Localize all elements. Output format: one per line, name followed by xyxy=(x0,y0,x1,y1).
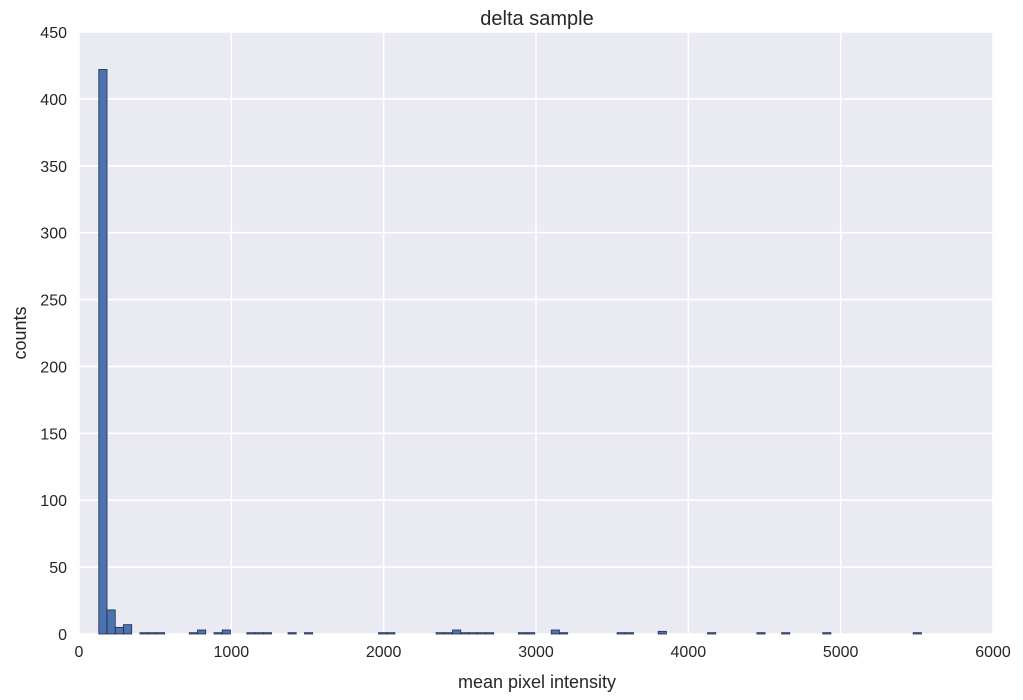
x-tick-label: 1000 xyxy=(214,644,250,661)
histogram-bar xyxy=(139,632,149,635)
y-tick-label: 400 xyxy=(40,92,67,109)
histogram-bar xyxy=(287,632,297,635)
y-tick-label: 200 xyxy=(40,359,67,376)
histogram-bar xyxy=(304,632,314,635)
histogram-bar xyxy=(114,626,124,635)
histogram-bar xyxy=(386,632,396,635)
histogram-bar xyxy=(98,69,108,635)
y-tick-label: 450 xyxy=(40,25,67,42)
x-tick-label: 5000 xyxy=(823,644,859,661)
x-tick-label: 3000 xyxy=(518,644,554,661)
y-tick-label: 300 xyxy=(40,226,67,243)
histogram-bar xyxy=(616,632,626,635)
y-tick-label: 100 xyxy=(40,493,67,510)
histogram-bar xyxy=(147,632,157,635)
histogram-bar xyxy=(485,632,495,635)
x-axis-label: mean pixel intensity xyxy=(458,672,616,692)
y-tick-label: 150 xyxy=(40,426,67,443)
x-tick-label: 0 xyxy=(75,644,84,661)
histogram-bar xyxy=(550,629,560,635)
histogram-bar xyxy=(221,629,231,635)
histogram-bar xyxy=(452,629,462,635)
histogram-bar xyxy=(188,632,198,635)
x-axis-ticks: 0 1000 2000 3000 4000 5000 6000 xyxy=(75,644,1011,661)
histogram-bar xyxy=(254,632,264,635)
histogram-bar xyxy=(213,632,223,635)
histogram-bar xyxy=(246,632,256,635)
histogram-bar xyxy=(756,632,766,635)
y-tick-label: 350 xyxy=(40,159,67,176)
histogram-bar xyxy=(123,624,133,635)
histogram-bar xyxy=(197,629,207,635)
histogram-bar xyxy=(822,632,832,635)
histogram-bar xyxy=(378,632,388,635)
histogram-bar xyxy=(526,632,536,635)
histogram-bar xyxy=(517,632,527,635)
histogram-bars xyxy=(98,69,922,635)
y-tick-label: 50 xyxy=(49,560,67,577)
histogram-bar xyxy=(624,632,634,635)
histogram-bar xyxy=(155,632,166,635)
histogram-bar xyxy=(262,632,272,635)
x-tick-label: 2000 xyxy=(366,644,402,661)
histogram-bar xyxy=(443,632,453,635)
gridlines xyxy=(78,31,994,635)
chart-title: delta sample xyxy=(480,8,593,30)
histogram-bar xyxy=(657,630,667,635)
histogram-bar xyxy=(468,632,478,635)
histogram-bar xyxy=(460,632,470,635)
histogram-bar xyxy=(106,609,116,635)
x-tick-label: 4000 xyxy=(671,644,707,661)
histogram-bar xyxy=(781,632,791,635)
histogram-bar xyxy=(559,632,569,635)
y-axis-ticks: 0 50 100 150 200 250 300 350 400 450 xyxy=(40,25,67,644)
x-tick-label: 6000 xyxy=(975,644,1011,661)
y-axis-label: counts xyxy=(10,306,30,359)
y-tick-label: 250 xyxy=(40,293,67,310)
y-tick-label: 0 xyxy=(58,627,67,644)
histogram-bar xyxy=(476,632,486,635)
histogram-bar xyxy=(707,632,717,635)
histogram-bar xyxy=(912,632,922,635)
histogram-bar xyxy=(435,632,445,635)
